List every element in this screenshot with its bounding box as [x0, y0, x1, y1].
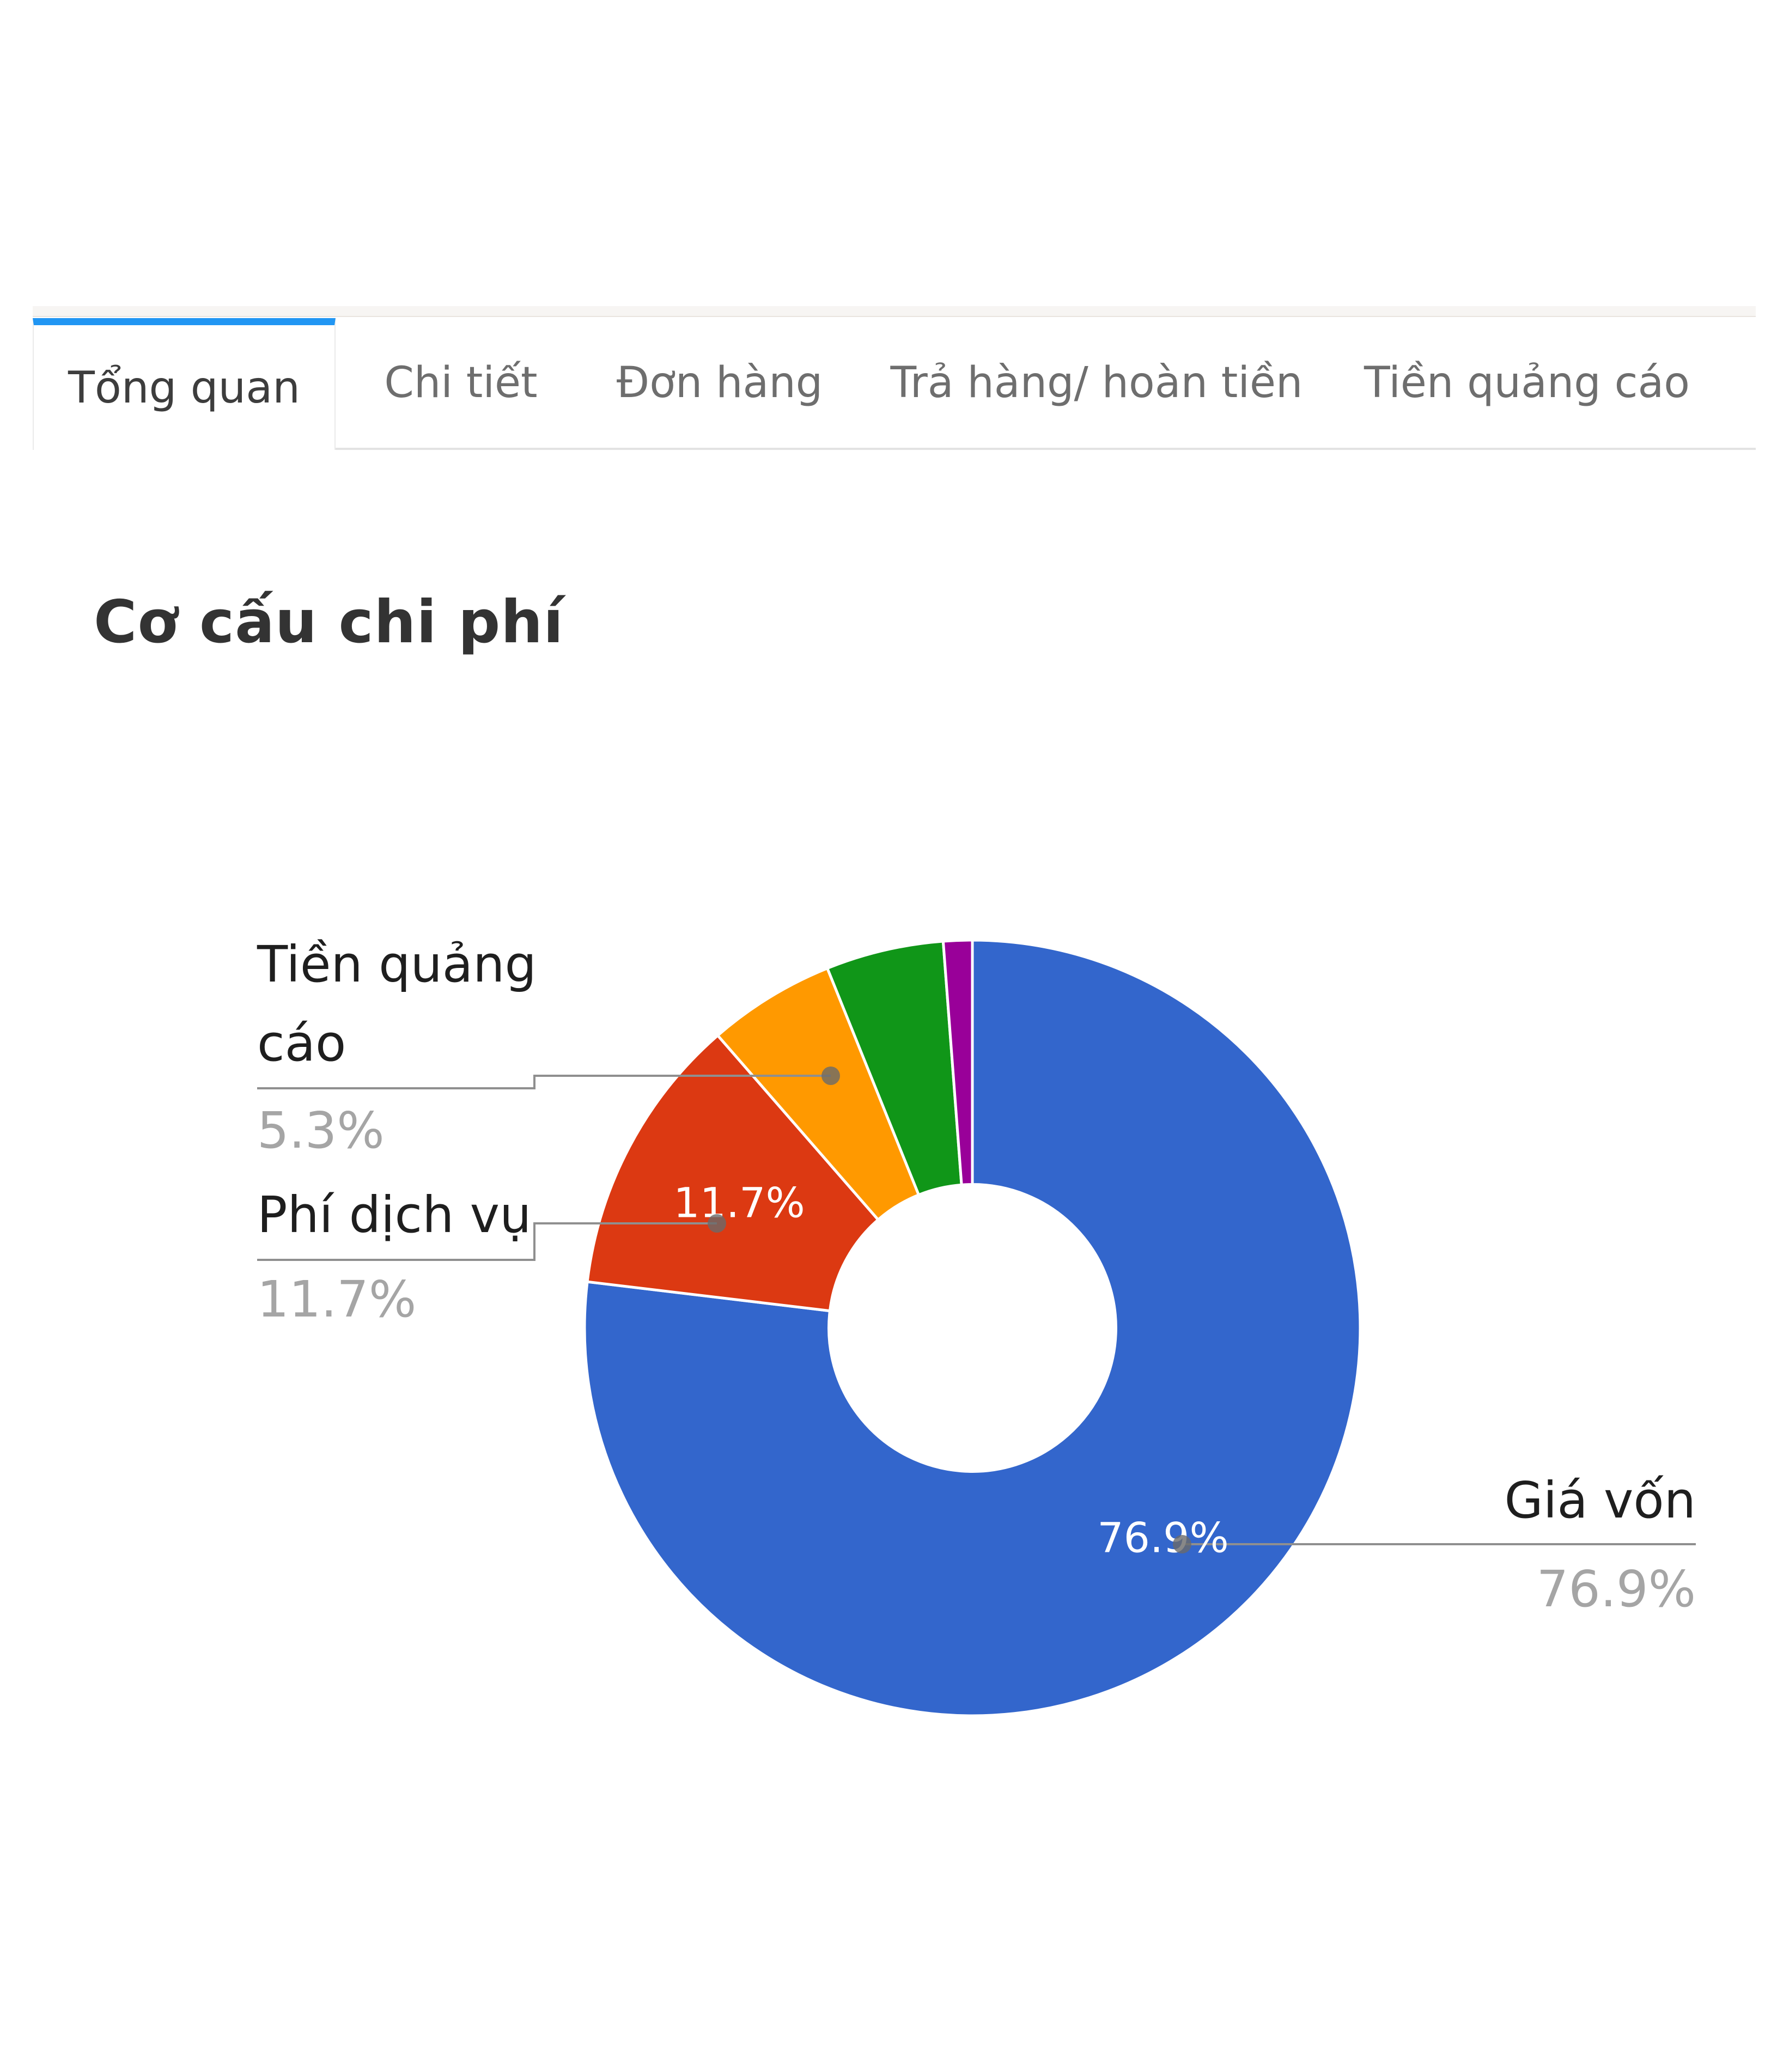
pie-slice-gia-von[interactable] [583, 939, 1362, 1717]
tab-bar-top-strip [33, 306, 1756, 317]
callout-label-phi-dich-vu: Phí dịch vụ [257, 1186, 532, 1244]
anchor-dot-gia-von [1173, 1535, 1191, 1553]
leader-line-1 [257, 1222, 717, 1261]
callout-label-tien-quang-cao: Tiền quảng cáo [257, 935, 537, 1073]
tab-tong-quan[interactable]: Tổng quan [33, 318, 336, 450]
tab-tien-quang-cao[interactable]: Tiền quảng cáo [1364, 358, 1690, 407]
page-title: Cơ cấu chi phí [94, 588, 564, 656]
anchor-dot-phi-dich-vu [708, 1214, 726, 1233]
callout-label-gia-von: Giá vốn [1504, 1471, 1696, 1529]
tab-chi-tiet[interactable]: Chi tiết [384, 358, 538, 407]
leader-line-0 [257, 1075, 831, 1089]
tab-tra-hang-hoan-tien[interactable]: Trả hàng/ hoàn tiền [890, 358, 1303, 407]
pie-slice-phi-dich-vu[interactable] [586, 1033, 880, 1313]
anchor-dot-tien-quang-cao [821, 1067, 840, 1085]
tabs-row: Tổng quan Chi tiết Đơn hàng Trả hàng/ ho… [33, 318, 1756, 450]
slice-value-phi-dich-vu: 11.7% [673, 1178, 805, 1227]
callout-pct-phi-dich-vu: 11.7% [257, 1270, 417, 1328]
callout-pct-gia-von: 76.9% [1536, 1560, 1696, 1618]
slice-value-gia-von: 76.9% [1097, 1513, 1229, 1562]
pie-slice-purple[interactable] [941, 939, 974, 1186]
tab-don-hang[interactable]: Đơn hàng [616, 358, 823, 407]
callout-pct-tien-quang-cao: 5.3% [257, 1101, 385, 1160]
